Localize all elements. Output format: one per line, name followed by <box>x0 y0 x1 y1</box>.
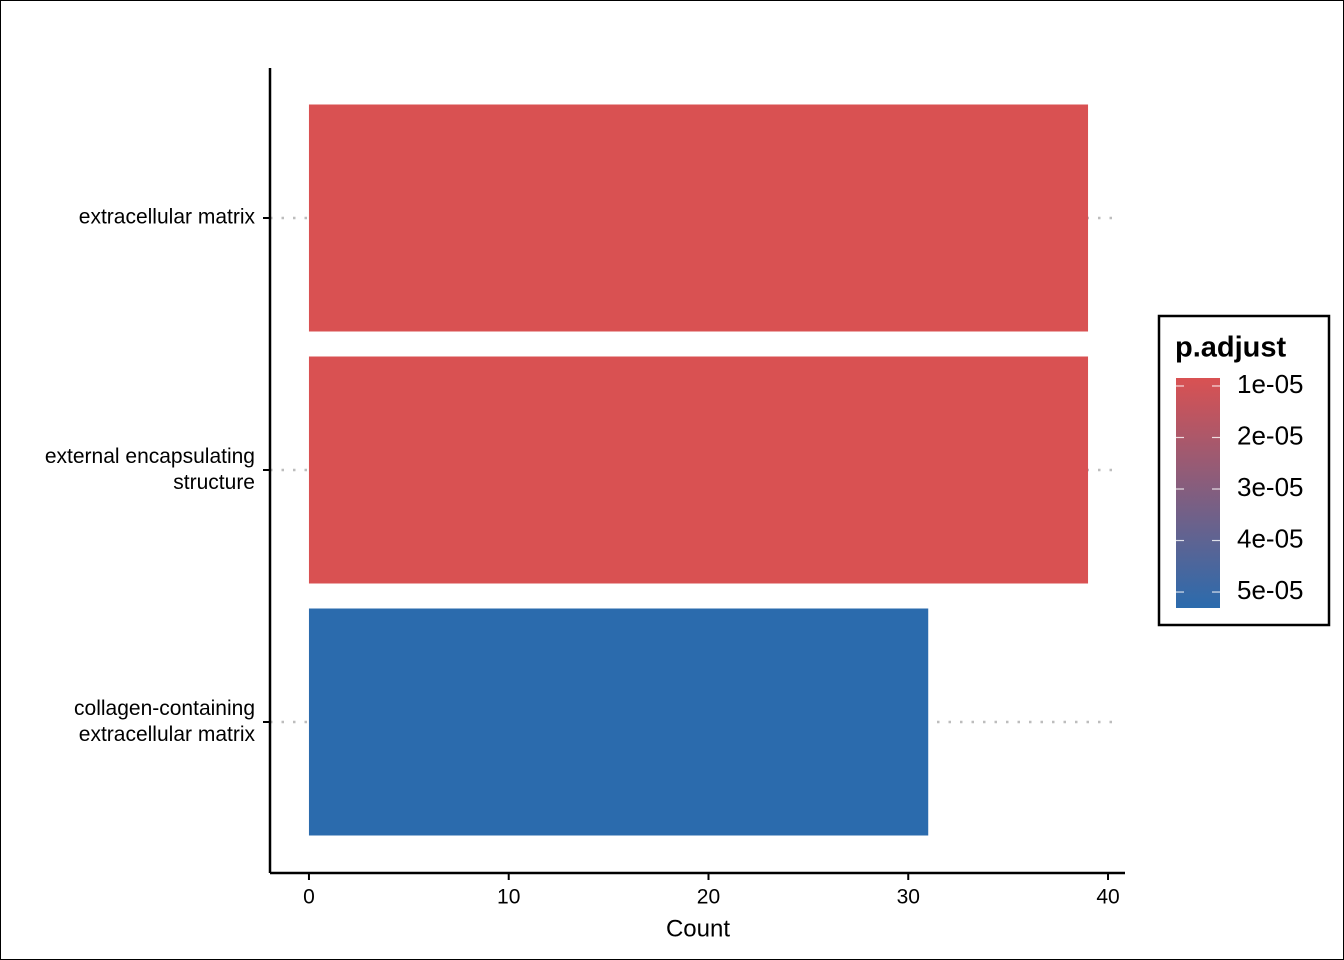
y-tick-label: external encapsulating structure <box>45 445 255 494</box>
legend-label: 1e-05 <box>1237 369 1304 399</box>
x-tick-label: 10 <box>497 886 520 909</box>
x-tick-label: 20 <box>697 886 720 909</box>
legend-label: 4e-05 <box>1237 523 1304 553</box>
x-tick-label: 40 <box>1096 886 1119 909</box>
x-axis-title: Count <box>666 915 730 942</box>
bar <box>308 104 1089 332</box>
legend-label: 5e-05 <box>1237 575 1304 605</box>
x-tick-label: 30 <box>897 886 920 909</box>
y-tick-label: collagen-containing extracellular matrix <box>74 697 255 746</box>
legend-label: 2e-05 <box>1237 420 1304 450</box>
bar <box>308 608 929 836</box>
legend-label: 3e-05 <box>1237 472 1304 502</box>
x-tick-label: 0 <box>303 886 315 909</box>
colorbar <box>1176 378 1220 608</box>
legend-title: p.adjust <box>1175 332 1287 364</box>
bar <box>308 356 1089 584</box>
y-tick-label: extracellular matrix <box>79 206 256 229</box>
